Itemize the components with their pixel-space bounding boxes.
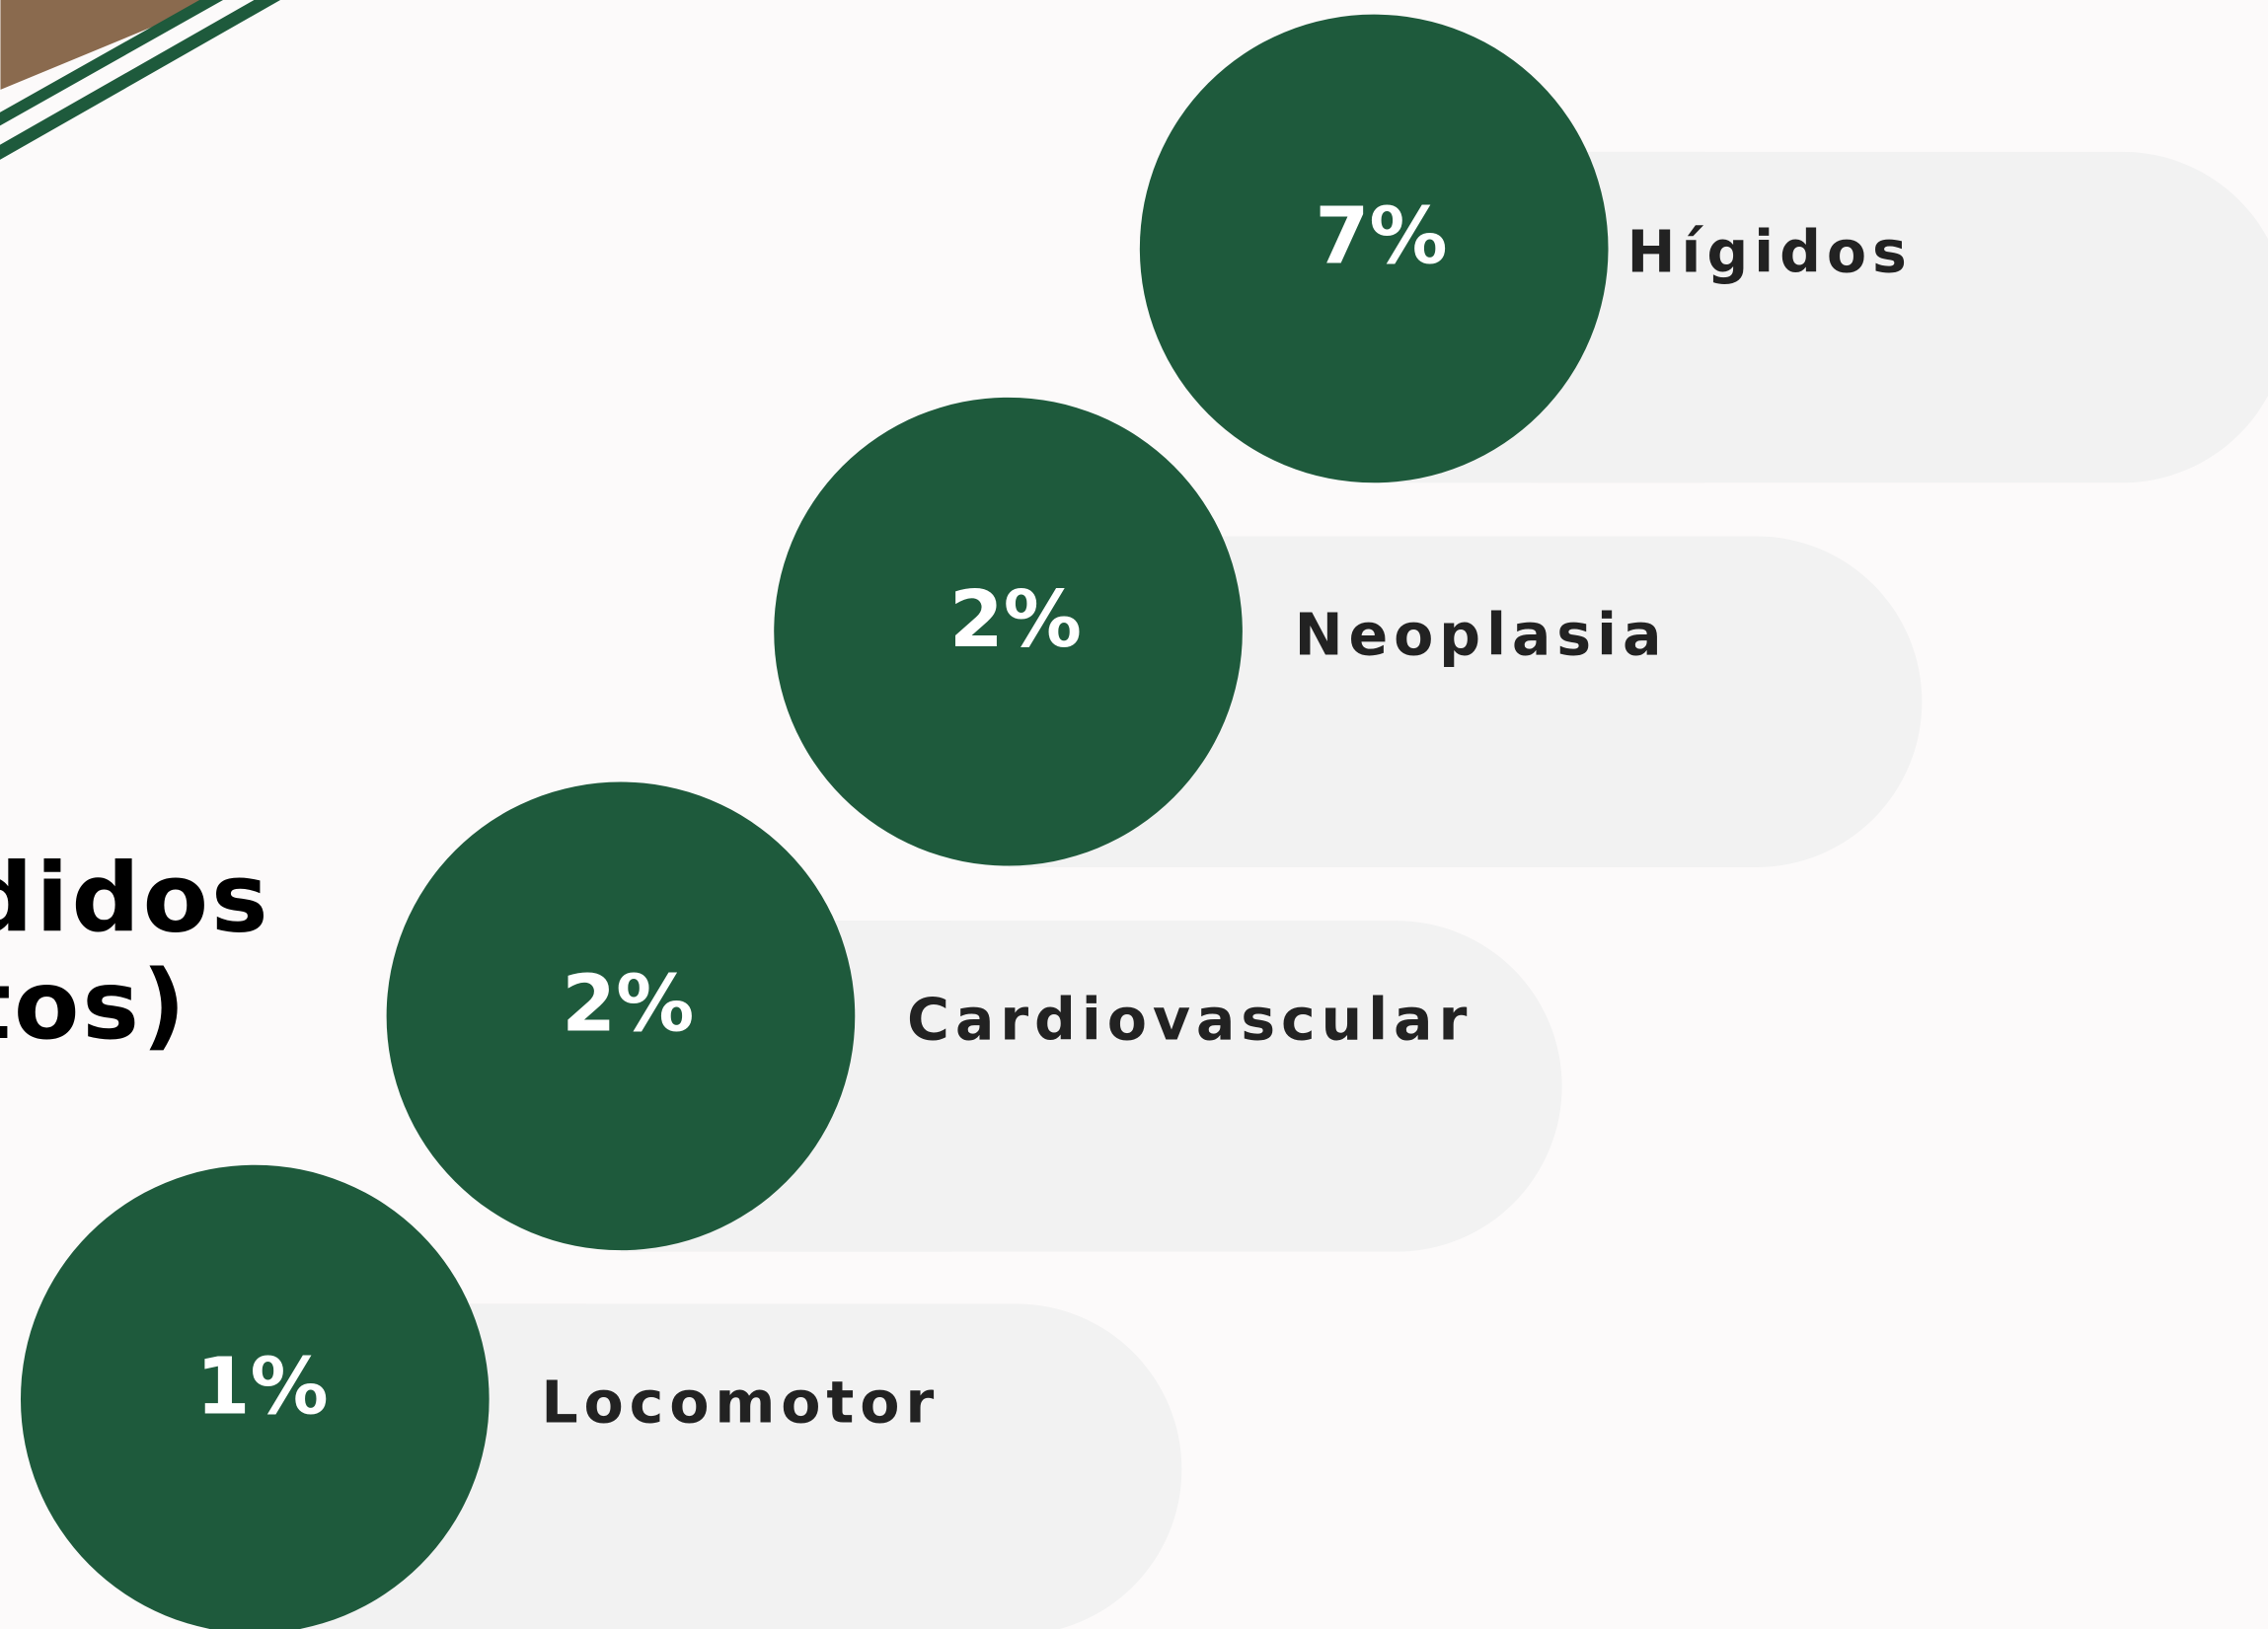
percent-value: 1% <box>195 1342 328 1433</box>
page: didos tos) 7% Hígidos 2% Neoplasia 2% Cardiov… <box>0 0 2268 1629</box>
category-label: Neoplasia <box>1295 602 1668 669</box>
category-label: Cardiovascular <box>907 986 1473 1053</box>
percent-value: 2% <box>562 959 694 1050</box>
percent-value: 7% <box>1315 191 1447 282</box>
category-label: Locomotor <box>541 1370 940 1437</box>
percent-value: 2% <box>949 574 1082 665</box>
slide: didos tos) 7% Hígidos 2% Neoplasia 2% Cardiov… <box>0 0 2268 1629</box>
title-line: didos <box>0 842 270 953</box>
title-line: tos) <box>0 949 189 1061</box>
category-label: Hígidos <box>1627 218 1913 285</box>
